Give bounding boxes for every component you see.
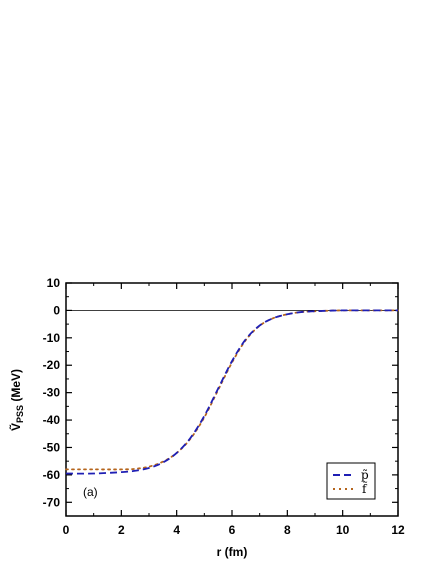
series-line-0 bbox=[65, 309, 398, 475]
y-tick-label: -50 bbox=[43, 440, 61, 454]
legend-label-f: f̃ bbox=[362, 480, 368, 496]
x-tick-label: 6 bbox=[229, 523, 236, 537]
y-tick-label: -10 bbox=[43, 331, 61, 345]
x-tick-label: 8 bbox=[284, 523, 291, 537]
y-axis-label-unit: (MeV) bbox=[9, 369, 23, 405]
y-tick-label: -60 bbox=[43, 468, 61, 482]
series-layer bbox=[65, 309, 399, 475]
x-tick-label: 4 bbox=[173, 523, 180, 537]
y-tick-label: -30 bbox=[43, 386, 61, 400]
panel-label: (a) bbox=[83, 485, 98, 499]
x-tick-label: 2 bbox=[118, 523, 125, 537]
y-axis-label: ṼPSS (MeV) bbox=[8, 369, 25, 431]
y-axis-label-subscript: PSS bbox=[15, 405, 25, 423]
legend: p̃ f̃ bbox=[326, 462, 376, 500]
legend-box bbox=[326, 462, 376, 500]
y-tick-label: -40 bbox=[43, 413, 61, 427]
y-tick-label: -70 bbox=[43, 495, 61, 509]
x-tick-label: 12 bbox=[391, 523, 405, 537]
y-tick-label: 10 bbox=[47, 276, 61, 290]
x-tick-label: 0 bbox=[63, 523, 70, 537]
legend-label-p: p̃ bbox=[361, 468, 369, 482]
y-tick-label: -20 bbox=[43, 358, 61, 372]
y-axis-label-symbol: Ṽ bbox=[8, 423, 23, 431]
x-axis-label: r (fm) bbox=[217, 545, 248, 559]
series-line-1 bbox=[65, 309, 399, 471]
x-tick-label: 10 bbox=[336, 523, 350, 537]
axis-ticks: 0 2 4 6 8 10 12 10 0 -10 -20 -30 -40 -50 -60 -70 bbox=[43, 276, 405, 537]
y-tick-label: 0 bbox=[53, 303, 60, 317]
